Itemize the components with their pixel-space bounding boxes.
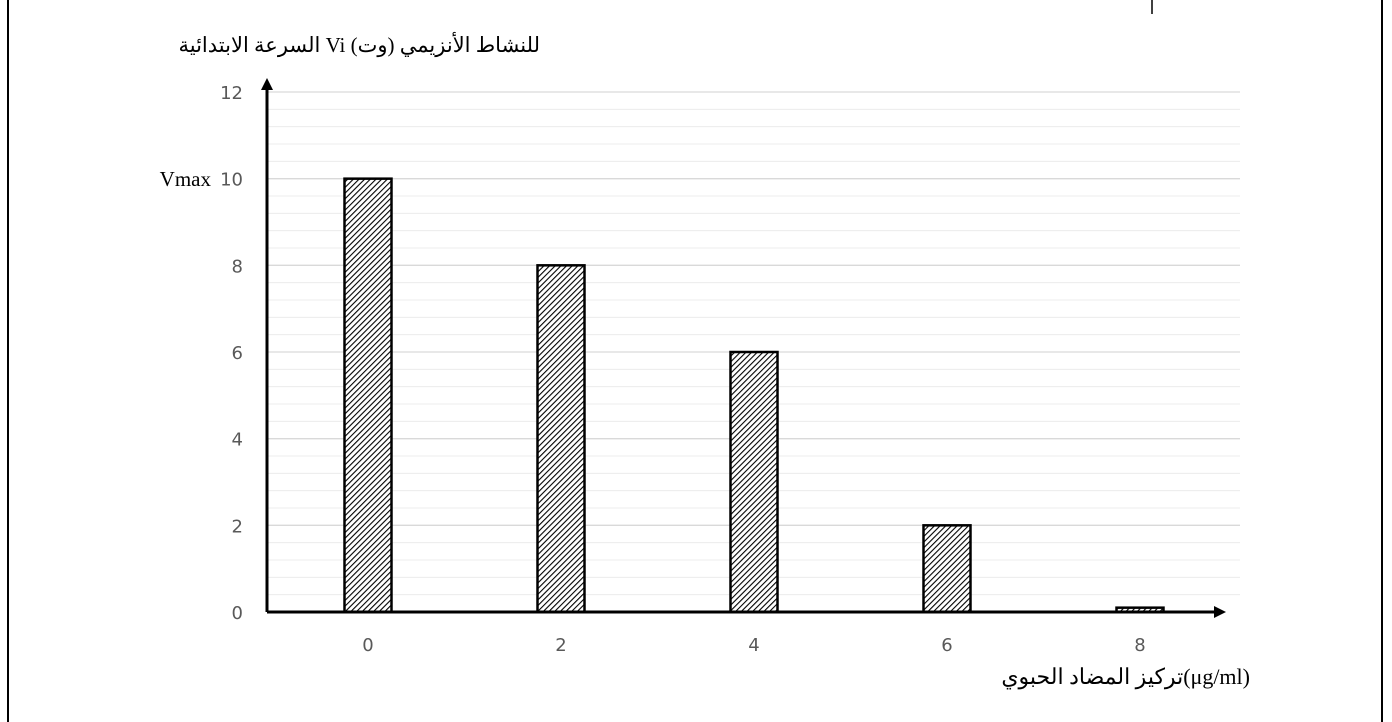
y-tick-label: 2 bbox=[232, 516, 243, 537]
x-tick-label: 0 bbox=[362, 635, 373, 656]
y-axis-title: السرعة الابتدائية Vi للنشاط الأنزيمي (وت… bbox=[178, 31, 540, 58]
bar-0 bbox=[343, 177, 393, 614]
y-tick-label: 10 bbox=[220, 170, 243, 191]
vmax-label: Vmax bbox=[160, 167, 212, 191]
bar-2 bbox=[536, 264, 586, 614]
y-tick-label: 12 bbox=[220, 83, 243, 104]
y-tick-label: 8 bbox=[232, 256, 243, 277]
x-tick-label: 4 bbox=[748, 635, 759, 656]
y-tick-labels: 0 2 4 6 8 10 12 bbox=[220, 83, 243, 624]
bar-4 bbox=[729, 350, 779, 614]
x-tick-label: 8 bbox=[1134, 635, 1145, 656]
x-tick-labels: 0 2 4 6 8 bbox=[362, 635, 1145, 656]
y-tick-label: 4 bbox=[232, 430, 243, 451]
bar-6 bbox=[922, 524, 972, 614]
x-tick-label: 2 bbox=[555, 635, 566, 656]
bars-group bbox=[343, 177, 1165, 614]
x-axis-title: تركيز المضاد الحبوي(μg/ml) bbox=[1001, 664, 1250, 690]
y-tick-label: 0 bbox=[232, 603, 243, 624]
x-tick-label: 6 bbox=[941, 635, 952, 656]
y-tick-label: 6 bbox=[232, 343, 243, 364]
